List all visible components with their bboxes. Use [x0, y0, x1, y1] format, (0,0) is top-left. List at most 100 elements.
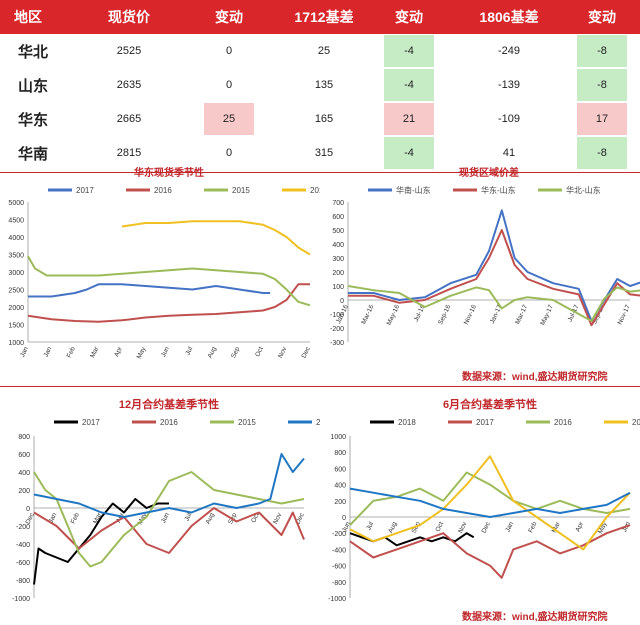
y-tick-label: -800 — [16, 578, 30, 585]
x-tick-label: Jun — [160, 346, 171, 359]
cell-value-spot: 2665 — [116, 113, 142, 125]
cell-chg1806: 17 — [564, 102, 640, 136]
y-tick-label: -400 — [16, 542, 30, 549]
section-divider — [0, 172, 640, 173]
x-tick-label: Nov — [272, 511, 284, 525]
legend-label: 华北-山东 — [566, 185, 601, 195]
legend-label: 2017 — [476, 418, 494, 427]
legend-label: 2016 — [160, 418, 178, 427]
cell-b1806: 41 — [454, 136, 564, 170]
y-tick-label: -1000 — [12, 596, 30, 603]
y-tick-label: 4500 — [8, 218, 24, 225]
y-tick-label: -400 — [332, 547, 346, 554]
series-line — [347, 285, 640, 322]
cell-chg: 0 — [174, 34, 284, 68]
header-spot: 现货价 — [84, 0, 174, 34]
legend-label: 2015 — [232, 186, 250, 195]
cell-b1806: -249 — [454, 34, 564, 68]
cell-chg: 25 — [174, 102, 284, 136]
x-tick-label: Jul — [184, 345, 194, 356]
chart-title: 6月合约基差季节性 — [443, 398, 537, 411]
header-change-1712: 变动 — [364, 0, 454, 34]
y-tick-label: -200 — [16, 524, 30, 531]
chart-huadong-spot-seasonality: 华东现货季节性 2017 2016 2015 2014 1000 1500 2000 2500 3… — [8, 166, 320, 360]
header-change-1806: 变动 — [564, 0, 640, 34]
y-tick-label: 200 — [332, 270, 344, 277]
x-tick-label: May — [137, 511, 149, 526]
y-tick-label: -200 — [332, 531, 346, 538]
cell-value-region: 华南 — [18, 145, 49, 163]
y-tick-label: 400 — [334, 483, 346, 490]
cell-value-chg: 0 — [225, 45, 233, 57]
chart-title: 现货区域价差 — [459, 166, 519, 179]
legend-label: 2016 — [154, 186, 172, 195]
legend-label: 2015 — [632, 418, 640, 427]
cell-region: 华东 — [0, 102, 84, 136]
cell-spot: 2635 — [84, 68, 174, 102]
y-tick-label: 500 — [332, 228, 344, 235]
x-tick-label: Aug — [205, 512, 216, 526]
x-tick-label: May-17 — [539, 304, 555, 327]
cell-value-b1712: 315 — [314, 147, 334, 159]
cell-region: 山东 — [0, 68, 84, 102]
x-tick-label: May — [597, 520, 609, 535]
y-tick-label: 200 — [334, 499, 346, 506]
y-tick-label: 1000 — [330, 434, 346, 441]
y-tick-label: 800 — [334, 450, 346, 457]
cell-chg1712: 21 — [364, 102, 454, 136]
y-tick-label: -1000 — [328, 596, 346, 603]
x-tick-label: Jul — [365, 520, 375, 531]
source-note-2: 数据来源：wind,盛达期货研究院 — [462, 612, 608, 623]
cell-value-b1806: -249 — [497, 45, 521, 57]
x-tick-label: Dec — [301, 345, 313, 359]
x-tick-label: Feb — [66, 346, 77, 359]
y-tick-label: -600 — [332, 564, 346, 571]
y-tick-label: 100 — [332, 284, 344, 291]
x-tick-label: Jun — [341, 521, 352, 534]
cell-value-b1806: -109 — [497, 113, 521, 125]
legend-label: 2017 — [76, 186, 94, 195]
x-tick-label: Dec — [295, 511, 307, 525]
cell-b1712: 25 — [284, 34, 364, 68]
series-line — [33, 453, 305, 518]
header-change: 变动 — [174, 0, 284, 34]
legend-label: 2014 — [316, 418, 320, 427]
x-tick-label: Oct — [435, 521, 446, 533]
chart-title: 12月合约基差季节性 — [119, 398, 219, 411]
legend-label: 2018 — [398, 418, 416, 427]
legend-label: 2016 — [554, 418, 572, 427]
cell-spot: 2525 — [84, 34, 174, 68]
x-tick-label: Apr — [575, 520, 586, 533]
x-tick-label: Aug — [207, 346, 218, 360]
cell-chg1712: -4 — [364, 68, 454, 102]
x-tick-label: Jul — [183, 511, 193, 522]
x-tick-label: Nov-16 — [463, 304, 478, 326]
y-tick-label: -200 — [330, 326, 344, 333]
header-basis-1806: 1806基差 — [454, 0, 564, 34]
cell-region: 华南 — [0, 136, 84, 170]
series-line — [28, 283, 271, 298]
x-tick-label: Mar — [551, 520, 562, 534]
x-tick-label: Feb — [70, 512, 81, 525]
cell-value-spot: 2525 — [116, 45, 142, 57]
table-row: 华东 2665 25 165 21 -109 17 — [0, 102, 640, 136]
x-tick-label: Mar — [92, 511, 103, 525]
cell-value-b1806: -139 — [497, 79, 521, 91]
series-line — [27, 255, 311, 307]
header-basis-1712: 1712基差 — [284, 0, 364, 34]
x-tick-label: Feb — [527, 521, 538, 534]
cell-value-chg1712: -4 — [384, 69, 434, 101]
x-tick-label: Jan — [48, 512, 59, 525]
cell-value-spot: 2815 — [116, 147, 142, 159]
cell-b1712: 315 — [284, 136, 364, 170]
x-tick-label: May — [136, 345, 148, 360]
cell-spot: 2815 — [84, 136, 174, 170]
source-note-1: 数据来源：wind,盛达期货研究院 — [462, 372, 608, 383]
cell-value-chg1806: -8 — [577, 69, 627, 101]
cell-chg1806: -8 — [564, 34, 640, 68]
y-tick-label: 2500 — [8, 288, 24, 295]
x-tick-label: Oct — [254, 346, 265, 358]
y-tick-label: 400 — [332, 242, 344, 249]
series-line — [121, 220, 311, 256]
cell-chg1712: -4 — [364, 136, 454, 170]
